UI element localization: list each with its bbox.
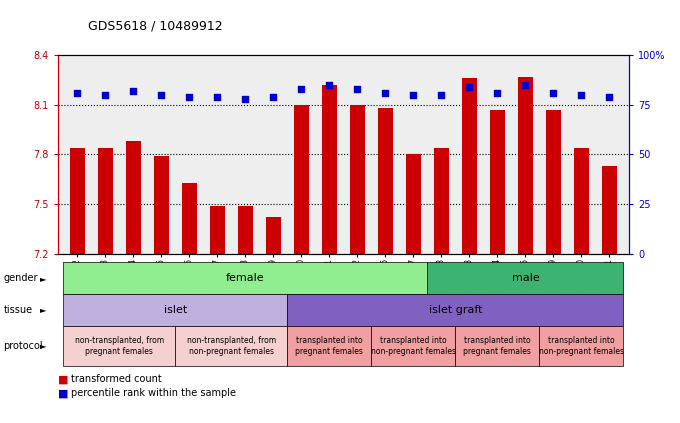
Text: protocol: protocol bbox=[3, 341, 43, 351]
Bar bbox=[238, 206, 253, 254]
Text: islet graft: islet graft bbox=[428, 305, 482, 315]
Text: male: male bbox=[511, 273, 539, 283]
Point bbox=[380, 89, 391, 96]
Bar bbox=[70, 148, 85, 254]
Bar bbox=[294, 105, 309, 254]
Text: transplanted into
non-pregnant females: transplanted into non-pregnant females bbox=[371, 336, 456, 355]
Point bbox=[212, 93, 223, 100]
Text: non-transplanted, from
non-pregnant females: non-transplanted, from non-pregnant fema… bbox=[187, 336, 276, 355]
Text: female: female bbox=[226, 273, 265, 283]
Text: ►: ► bbox=[39, 305, 46, 314]
Bar bbox=[434, 148, 449, 254]
Text: transplanted into
pregnant females: transplanted into pregnant females bbox=[464, 336, 531, 355]
Text: tissue: tissue bbox=[3, 305, 33, 315]
Bar bbox=[154, 156, 169, 254]
Bar bbox=[209, 206, 225, 254]
Text: gender: gender bbox=[3, 273, 38, 283]
Point bbox=[72, 89, 83, 96]
Point bbox=[184, 93, 195, 100]
Point bbox=[576, 91, 587, 98]
Text: transformed count: transformed count bbox=[71, 374, 162, 385]
Text: transplanted into
non-pregnant females: transplanted into non-pregnant females bbox=[539, 336, 624, 355]
Point bbox=[436, 91, 447, 98]
Bar bbox=[517, 77, 533, 254]
Text: percentile rank within the sample: percentile rank within the sample bbox=[71, 388, 237, 398]
Text: GDS5618 / 10489912: GDS5618 / 10489912 bbox=[88, 19, 223, 32]
Point bbox=[296, 85, 307, 92]
Point bbox=[492, 89, 503, 96]
Bar bbox=[126, 141, 141, 254]
Bar bbox=[546, 110, 561, 254]
Bar bbox=[98, 148, 113, 254]
Bar bbox=[350, 105, 365, 254]
Text: ■: ■ bbox=[58, 374, 68, 385]
Point bbox=[128, 88, 139, 94]
Point bbox=[464, 83, 475, 90]
Bar bbox=[377, 108, 393, 254]
Bar bbox=[462, 78, 477, 254]
Bar bbox=[322, 85, 337, 254]
Point bbox=[408, 91, 419, 98]
Text: ►: ► bbox=[39, 274, 46, 283]
Point bbox=[268, 93, 279, 100]
Text: non-transplanted, from
pregnant females: non-transplanted, from pregnant females bbox=[75, 336, 164, 355]
Text: transplanted into
pregnant females: transplanted into pregnant females bbox=[296, 336, 363, 355]
Bar bbox=[266, 217, 281, 254]
Point bbox=[156, 91, 167, 98]
Point bbox=[100, 91, 111, 98]
Point bbox=[548, 89, 559, 96]
Point bbox=[520, 82, 531, 88]
Bar bbox=[602, 166, 617, 254]
Bar bbox=[182, 183, 197, 254]
Bar bbox=[406, 154, 421, 254]
Bar bbox=[574, 148, 589, 254]
Bar bbox=[490, 110, 505, 254]
Text: ■: ■ bbox=[58, 388, 68, 398]
Text: islet: islet bbox=[164, 305, 187, 315]
Point bbox=[604, 93, 615, 100]
Point bbox=[324, 82, 335, 88]
Text: ►: ► bbox=[39, 341, 46, 350]
Point bbox=[352, 85, 363, 92]
Point bbox=[240, 95, 251, 102]
